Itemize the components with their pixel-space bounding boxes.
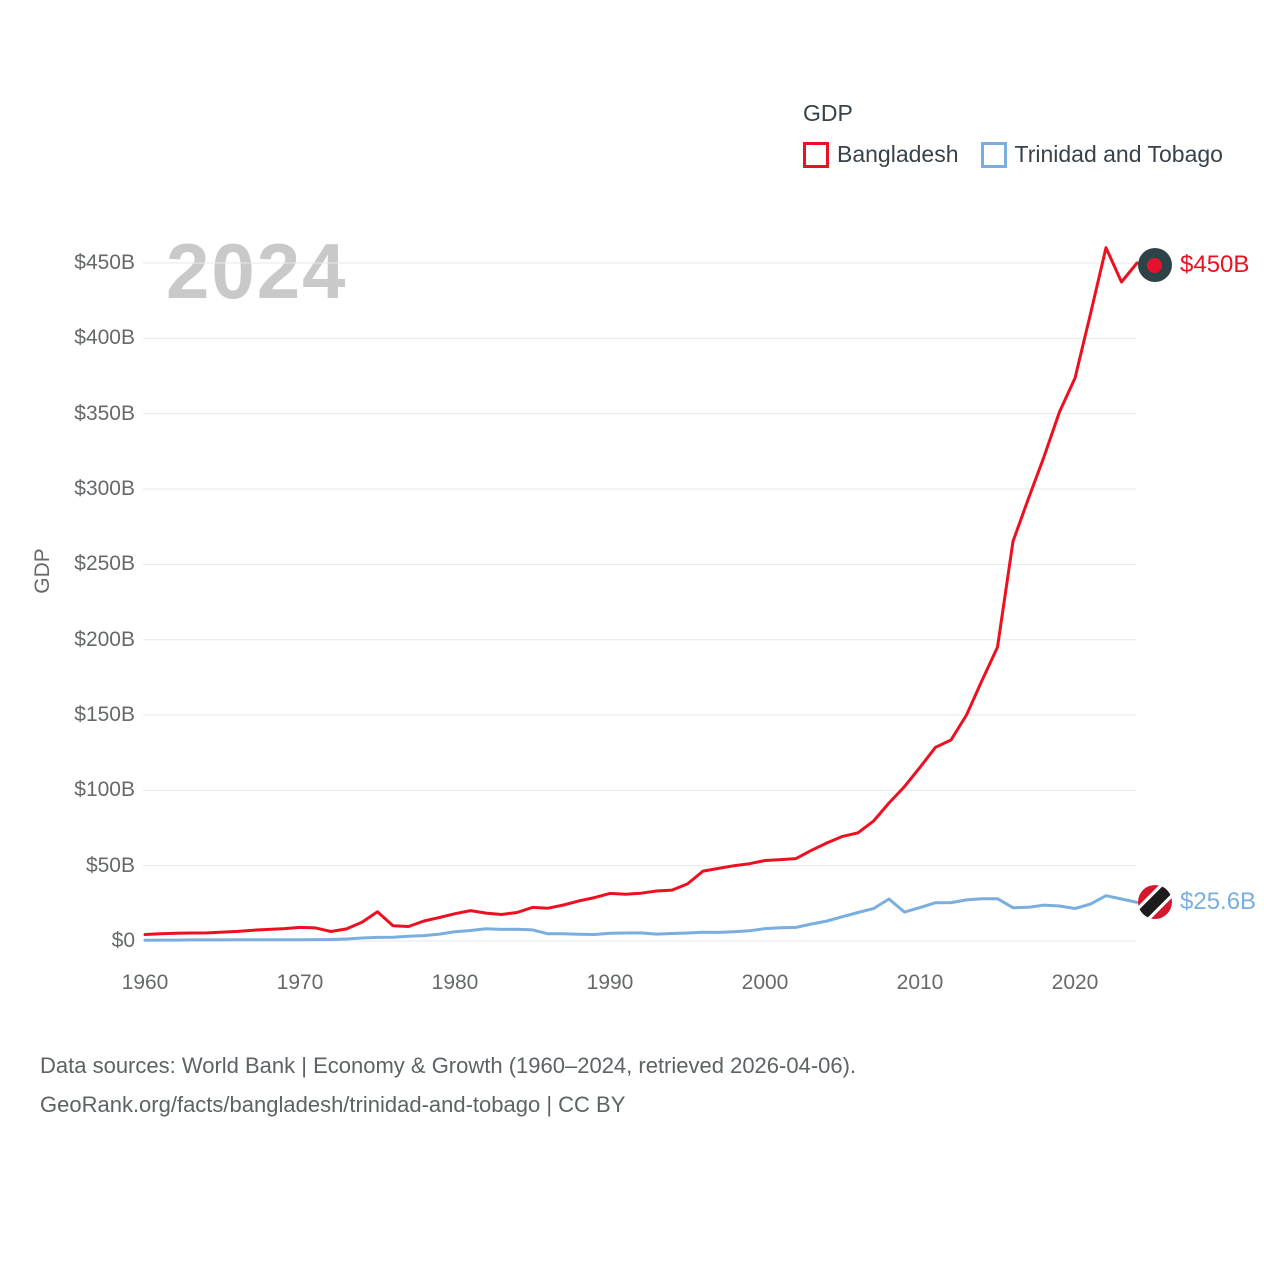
x-axis-tick-label: 2000	[741, 971, 789, 994]
y-axis-tick-label: $200B	[74, 627, 135, 651]
x-axis-tick-label: 1960	[121, 971, 169, 994]
legend-title: GDP	[803, 100, 853, 126]
y-axis-tick-label: $350B	[74, 401, 135, 425]
y-axis-tick-label: $400B	[74, 326, 135, 350]
bangladesh-flag-icon	[1138, 248, 1172, 282]
y-axis-tick-label: $450B	[74, 251, 135, 275]
x-axis-tick-label: 1990	[586, 971, 634, 994]
bangladesh-line	[143, 246, 1139, 936]
x-axis-tick-label: 2010	[896, 971, 944, 994]
legend-items: Bangladesh Trinidad and Tobago	[803, 141, 1223, 168]
legend-label-bangladesh: Bangladesh	[837, 141, 959, 167]
x-axis-tick-label: 1970	[276, 971, 324, 994]
x-axis-tick-label: 2020	[1051, 971, 1099, 994]
y-axis-tick-label: $100B	[74, 778, 135, 802]
bangladesh-end-value: $450B	[1180, 251, 1250, 278]
legend-item-trinidad-and-tobago[interactable]: Trinidad and Tobago	[980, 141, 1223, 168]
bangladesh-flag-dot	[1147, 258, 1162, 273]
footer: Data sources: World Bank | Economy & Gro…	[40, 1046, 856, 1124]
y-axis-tick-label: $50B	[85, 853, 135, 877]
bangladesh-swatch-icon	[803, 141, 829, 168]
y-axis-tick-label: $300B	[74, 477, 135, 501]
y-axis-tick-label: $250B	[74, 552, 135, 576]
y-axis-tick-label: $0	[111, 929, 135, 952]
trinidad-and-tobago-flag-icon	[1138, 885, 1172, 919]
footer-attribution: GeoRank.org/facts/bangladesh/trinidad-an…	[40, 1092, 626, 1117]
trinidad-and-tobago-swatch-icon	[980, 141, 1007, 168]
trinidad-and-tobago-end-value: $25.6B	[1180, 888, 1257, 915]
x-axis-tick-label: 1980	[431, 971, 479, 994]
y-axis-tick-label: $150B	[74, 703, 135, 726]
watermark-year: 2024	[166, 227, 348, 315]
legend-label-trinidad-and-tobago: Trinidad and Tobago	[1014, 141, 1223, 167]
bangladesh-end-label: $450B	[1138, 248, 1249, 282]
gdp-line-chart	[143, 246, 1139, 942]
trinidad-and-tobago-end-label: $25.6B	[1138, 885, 1256, 919]
trinidad-and-tobago-line	[143, 894, 1139, 942]
footer-data-sources: Data sources: World Bank | Economy & Gro…	[40, 1053, 857, 1078]
legend-item-bangladesh[interactable]: Bangladesh	[803, 141, 959, 168]
legend: GDP Bangladesh Trinidad and Tobago	[803, 100, 1223, 168]
